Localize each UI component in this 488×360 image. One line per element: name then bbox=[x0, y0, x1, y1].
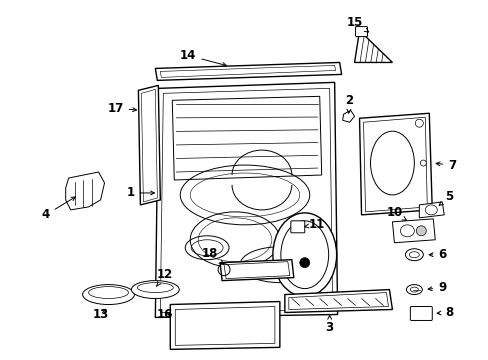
Text: 8: 8 bbox=[436, 306, 452, 319]
Ellipse shape bbox=[272, 213, 336, 297]
FancyBboxPatch shape bbox=[409, 306, 431, 320]
Polygon shape bbox=[220, 260, 293, 280]
Text: 11: 11 bbox=[304, 218, 324, 231]
Polygon shape bbox=[170, 302, 279, 349]
Text: 13: 13 bbox=[92, 308, 108, 321]
Ellipse shape bbox=[137, 283, 173, 293]
Ellipse shape bbox=[299, 258, 309, 268]
Polygon shape bbox=[342, 110, 354, 122]
Ellipse shape bbox=[82, 285, 134, 305]
Text: 3: 3 bbox=[325, 315, 333, 334]
Ellipse shape bbox=[405, 249, 423, 261]
Text: 17: 17 bbox=[107, 102, 136, 115]
Text: 18: 18 bbox=[202, 247, 223, 264]
Text: 12: 12 bbox=[156, 268, 173, 286]
Text: 5: 5 bbox=[438, 190, 452, 206]
Text: 10: 10 bbox=[386, 206, 406, 220]
Text: 6: 6 bbox=[428, 248, 446, 261]
Ellipse shape bbox=[131, 280, 179, 298]
Polygon shape bbox=[392, 219, 434, 243]
Text: 7: 7 bbox=[435, 158, 455, 172]
Text: 9: 9 bbox=[427, 281, 446, 294]
Polygon shape bbox=[359, 113, 431, 215]
Polygon shape bbox=[155, 82, 337, 318]
Ellipse shape bbox=[415, 226, 426, 236]
Text: 2: 2 bbox=[345, 94, 353, 113]
Text: 1: 1 bbox=[126, 186, 154, 199]
Polygon shape bbox=[155, 62, 341, 80]
Ellipse shape bbox=[420, 160, 426, 166]
Ellipse shape bbox=[406, 285, 422, 294]
Text: 16: 16 bbox=[157, 308, 173, 321]
Text: 15: 15 bbox=[346, 16, 368, 32]
Text: 14: 14 bbox=[180, 49, 226, 66]
Text: 4: 4 bbox=[41, 197, 75, 221]
Polygon shape bbox=[138, 85, 160, 205]
Polygon shape bbox=[354, 31, 392, 62]
FancyBboxPatch shape bbox=[355, 27, 367, 37]
Polygon shape bbox=[419, 202, 443, 218]
FancyBboxPatch shape bbox=[290, 221, 304, 233]
Ellipse shape bbox=[88, 287, 128, 298]
Polygon shape bbox=[65, 172, 104, 210]
Polygon shape bbox=[285, 289, 392, 312]
